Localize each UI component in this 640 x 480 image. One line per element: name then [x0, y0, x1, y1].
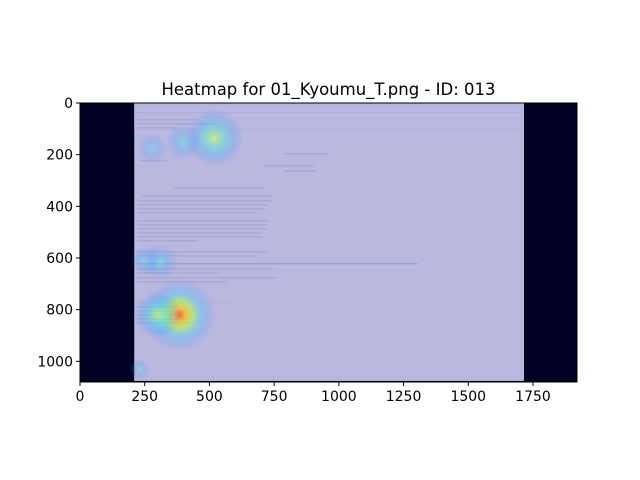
- y-tick-label: 800: [46, 303, 73, 319]
- x-tick-label: 0: [76, 389, 85, 405]
- x-tick-label: 250: [131, 389, 158, 405]
- y-tick-label: 600: [46, 251, 73, 267]
- x-tick-label: 500: [196, 389, 223, 405]
- y-tick-label: 400: [46, 199, 73, 215]
- y-tick-label: 0: [64, 96, 73, 112]
- y-axis: 0 200 400 600 800 1000: [37, 96, 80, 370]
- y-tick-label: 1000: [37, 354, 73, 370]
- x-tick-label: 1000: [321, 389, 357, 405]
- x-tick-label: 1750: [515, 389, 551, 405]
- x-tick-label: 1250: [386, 389, 422, 405]
- heat-hotspot: [130, 246, 159, 275]
- x-tick-label: 750: [261, 389, 288, 405]
- heat-hotspot: [186, 109, 244, 167]
- plot-area: [80, 103, 577, 382]
- plot-frame: [79, 102, 578, 383]
- heat-hotspot: [165, 123, 202, 160]
- heat-layer: [129, 109, 244, 380]
- x-axis: 0 250 500 750 1000 1250 1500 1750: [76, 382, 551, 405]
- heat-hotspot: [134, 291, 181, 339]
- heat-hotspot: [129, 358, 150, 380]
- y-tick-label: 200: [46, 148, 73, 164]
- heat-hotspot: [138, 134, 167, 163]
- chart-title: Heatmap for 01_Kyoumu_T.png - ID: 013: [161, 80, 495, 100]
- x-tick-label: 1500: [450, 389, 486, 405]
